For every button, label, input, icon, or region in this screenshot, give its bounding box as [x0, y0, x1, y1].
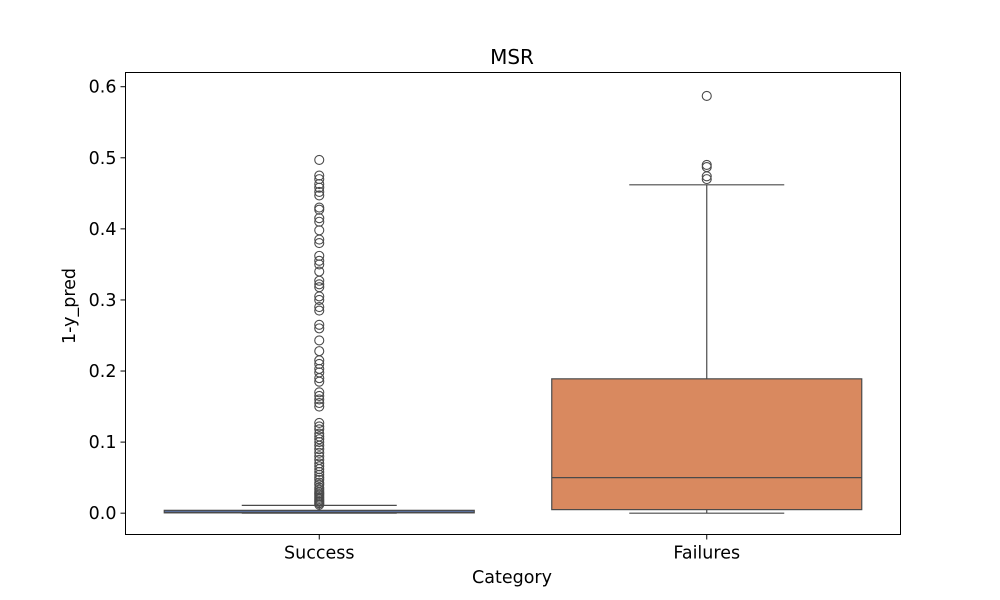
outlier-point [314, 250, 325, 261]
outlier-point [314, 424, 325, 435]
outlier-point [314, 390, 325, 401]
outlier-point [701, 90, 712, 102]
outlier-point [314, 216, 325, 227]
outlier-point [314, 401, 325, 412]
y-tick-label: 0.0 [89, 504, 117, 524]
y-tick-label: 0.5 [89, 149, 117, 169]
outlier-point [314, 302, 325, 313]
plot-frame [125, 72, 901, 535]
y-tick-label: 0.4 [89, 220, 117, 240]
outlier-point [314, 477, 325, 488]
outlier-point [314, 170, 325, 181]
y-tick-label: 0.1 [89, 433, 117, 453]
outlier-point [314, 421, 325, 432]
outlier-point [314, 294, 325, 305]
x-tick-label-failures: Failures [673, 544, 740, 564]
plot-layer [163, 90, 863, 514]
outlier-point [314, 358, 325, 369]
outlier-point [314, 434, 325, 445]
outlier-point [314, 190, 325, 201]
outlier-point [314, 186, 325, 197]
outlier-point [314, 417, 325, 428]
outlier-point [314, 174, 325, 185]
outlier-point [314, 335, 325, 346]
outlier-point [314, 447, 325, 458]
outlier-point [314, 305, 325, 316]
outlier-point [314, 394, 325, 405]
x-axis-title: Category [472, 568, 552, 588]
outlier-point [314, 482, 325, 493]
outlier-point [314, 387, 325, 398]
outlier-point [314, 279, 325, 290]
outlier-point [314, 154, 325, 165]
outlier-point [314, 431, 325, 442]
box-group-failures [551, 90, 863, 514]
outlier-point [701, 174, 712, 185]
y-tick-label: 0.2 [89, 362, 117, 382]
outlier-point [314, 323, 325, 334]
outlier-point [314, 444, 325, 455]
outlier-point [314, 346, 325, 357]
outlier-point [314, 428, 325, 439]
outlier-point [314, 266, 325, 277]
box-group-success [163, 154, 475, 514]
outlier-point [314, 282, 325, 293]
outlier-point [314, 397, 325, 409]
y-axis-title: 1-y_pred [60, 268, 80, 344]
x-tick-label-success: Success [284, 544, 354, 564]
axis-layer: 0.0 0.1 0.2 0.3 0.4 0.5 0.6 Success Failures [89, 78, 740, 564]
chart-title: MSR [490, 45, 534, 69]
y-tick-label: 0.3 [89, 291, 117, 311]
outlier-point [701, 159, 712, 170]
outlier-point [314, 319, 325, 330]
outlier-point [314, 238, 325, 249]
outlier-point [314, 451, 325, 462]
box-failures [551, 378, 863, 511]
outlier-point [314, 461, 325, 472]
outlier-point [314, 202, 325, 213]
outlier-point [314, 255, 325, 266]
outlier-point [314, 458, 325, 469]
outlier-point [314, 454, 325, 465]
y-tick-label: 0.6 [89, 78, 117, 98]
